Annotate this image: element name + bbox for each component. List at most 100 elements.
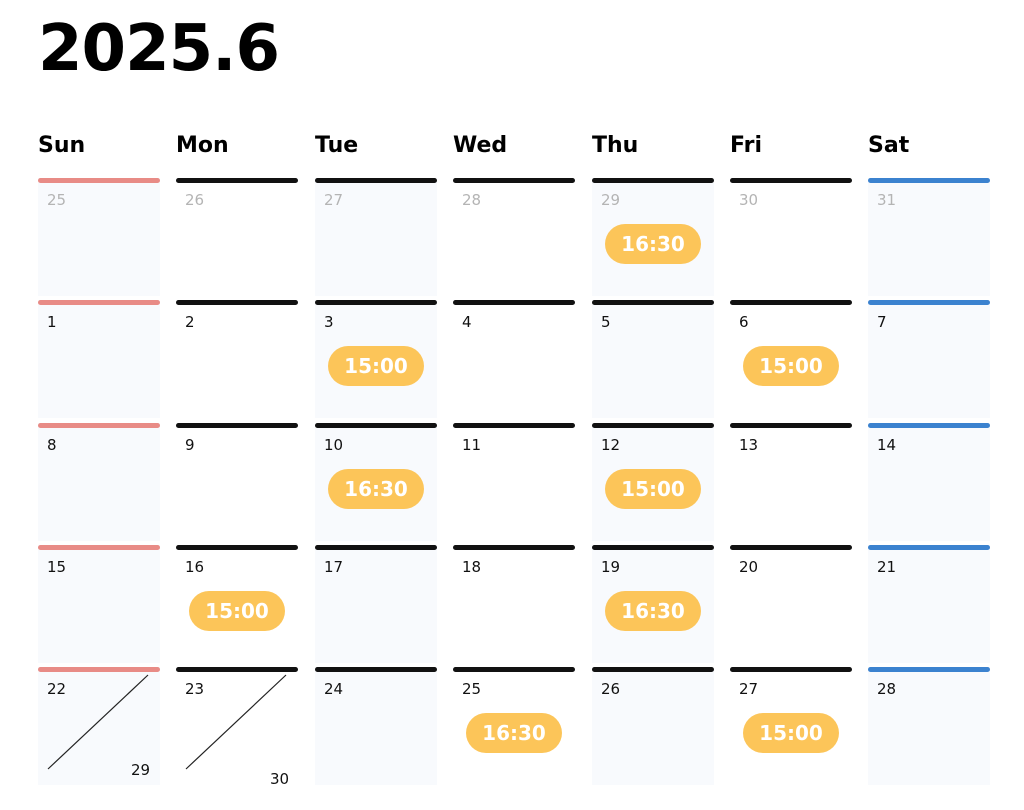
- weekday-sat: Sat: [868, 133, 910, 158]
- weekday-sun: Sun: [38, 133, 86, 158]
- day-cell[interactable]: 6 15:00: [730, 300, 852, 418]
- saturday-divider: [868, 667, 990, 672]
- day-cell[interactable]: 28: [868, 667, 990, 785]
- combined-day-number: 30: [270, 770, 290, 788]
- weekday-divider: [453, 423, 575, 428]
- prev-month-day-number: 29: [601, 191, 621, 209]
- day-cell[interactable]: 1: [38, 300, 160, 418]
- weekday-divider: [315, 423, 437, 428]
- sunday-divider: [38, 545, 160, 550]
- weekday-divider: [730, 667, 852, 672]
- sunday-divider: [38, 423, 160, 428]
- day-number: 12: [601, 436, 621, 454]
- event-time-pill[interactable]: 16:30: [605, 224, 701, 264]
- day-cell[interactable]: 25: [38, 178, 160, 296]
- day-cell[interactable]: 21: [868, 545, 990, 663]
- day-cell[interactable]: 16 15:00: [176, 545, 298, 663]
- day-cell[interactable]: 31: [868, 178, 990, 296]
- day-cell[interactable]: 13: [730, 423, 852, 541]
- day-cell[interactable]: 15: [38, 545, 160, 663]
- day-number: 28: [877, 680, 897, 698]
- event-time-pill[interactable]: 16:30: [605, 591, 701, 631]
- split-day-divider: [47, 674, 149, 770]
- day-number: 22: [47, 680, 67, 698]
- prev-month-day-number: 30: [739, 191, 759, 209]
- day-number: 25: [462, 680, 482, 698]
- day-cell[interactable]: 19 16:30: [592, 545, 714, 663]
- day-number: 10: [324, 436, 344, 454]
- day-cell[interactable]: 22 29: [38, 667, 160, 785]
- day-cell[interactable]: 11: [453, 423, 575, 541]
- event-time-pill[interactable]: 15:00: [605, 469, 701, 509]
- event-time-pill[interactable]: 15:00: [328, 346, 424, 386]
- day-cell[interactable]: 20: [730, 545, 852, 663]
- weekday-mon: Mon: [176, 133, 229, 158]
- combined-day-number: 29: [131, 761, 151, 779]
- day-number: 2: [185, 313, 195, 331]
- day-number: 16: [185, 558, 205, 576]
- event-time-pill[interactable]: 15:00: [743, 346, 839, 386]
- day-number: 4: [462, 313, 472, 331]
- weekday-divider: [176, 423, 298, 428]
- day-cell[interactable]: 17: [315, 545, 437, 663]
- day-cell[interactable]: 29 16:30: [592, 178, 714, 296]
- day-number: 6: [739, 313, 749, 331]
- day-cell[interactable]: 8: [38, 423, 160, 541]
- page-title: 2025.6: [38, 12, 280, 86]
- weekday-divider: [315, 300, 437, 305]
- weekday-fri: Fri: [730, 133, 763, 158]
- day-number: 8: [47, 436, 57, 454]
- day-cell[interactable]: 23 30: [176, 667, 298, 788]
- event-time-pill[interactable]: 16:30: [466, 713, 562, 753]
- day-cell[interactable]: 18: [453, 545, 575, 663]
- diagonal-line: [47, 674, 149, 770]
- event-time-pill[interactable]: 15:00: [743, 713, 839, 753]
- day-number: 17: [324, 558, 344, 576]
- day-cell[interactable]: 26: [176, 178, 298, 296]
- day-cell[interactable]: 14: [868, 423, 990, 541]
- prev-month-day-number: 25: [47, 191, 67, 209]
- event-time-pill[interactable]: 16:30: [328, 469, 424, 509]
- day-cell[interactable]: 26: [592, 667, 714, 785]
- day-cell[interactable]: 28: [453, 178, 575, 296]
- diagonal-line: [185, 674, 287, 770]
- day-cell[interactable]: 25 16:30: [453, 667, 575, 785]
- weekday-divider: [592, 423, 714, 428]
- sunday-divider: [38, 178, 160, 183]
- day-cell[interactable]: 27: [315, 178, 437, 296]
- day-cell[interactable]: 9: [176, 423, 298, 541]
- day-cell[interactable]: 3 15:00: [315, 300, 437, 418]
- weekday-divider: [592, 667, 714, 672]
- day-number: 11: [462, 436, 482, 454]
- weekday-divider: [176, 667, 298, 672]
- weekday-divider: [176, 178, 298, 183]
- day-cell[interactable]: 2: [176, 300, 298, 418]
- weekday-divider: [176, 545, 298, 550]
- weekday-divider: [453, 667, 575, 672]
- prev-month-day-number: 28: [462, 191, 482, 209]
- weekday-divider: [315, 667, 437, 672]
- day-cell[interactable]: 4: [453, 300, 575, 418]
- day-cell[interactable]: 12 15:00: [592, 423, 714, 541]
- weekday-divider: [453, 545, 575, 550]
- saturday-divider: [868, 423, 990, 428]
- day-cell[interactable]: 7: [868, 300, 990, 418]
- day-cell[interactable]: 27 15:00: [730, 667, 852, 785]
- split-day-divider: [185, 674, 287, 770]
- weekday-divider: [315, 178, 437, 183]
- day-number: 27: [739, 680, 759, 698]
- weekday-divider: [315, 545, 437, 550]
- day-number: 20: [739, 558, 759, 576]
- day-number: 23: [185, 680, 205, 698]
- sunday-divider: [38, 300, 160, 305]
- day-number: 1: [47, 313, 57, 331]
- day-cell[interactable]: 5: [592, 300, 714, 418]
- day-number: 13: [739, 436, 759, 454]
- weekday-divider: [592, 300, 714, 305]
- day-cell[interactable]: 10 16:30: [315, 423, 437, 541]
- weekday-tue: Tue: [315, 133, 359, 158]
- event-time-pill[interactable]: 15:00: [189, 591, 285, 631]
- day-number: 15: [47, 558, 67, 576]
- day-cell[interactable]: 30: [730, 178, 852, 296]
- day-cell[interactable]: 24: [315, 667, 437, 785]
